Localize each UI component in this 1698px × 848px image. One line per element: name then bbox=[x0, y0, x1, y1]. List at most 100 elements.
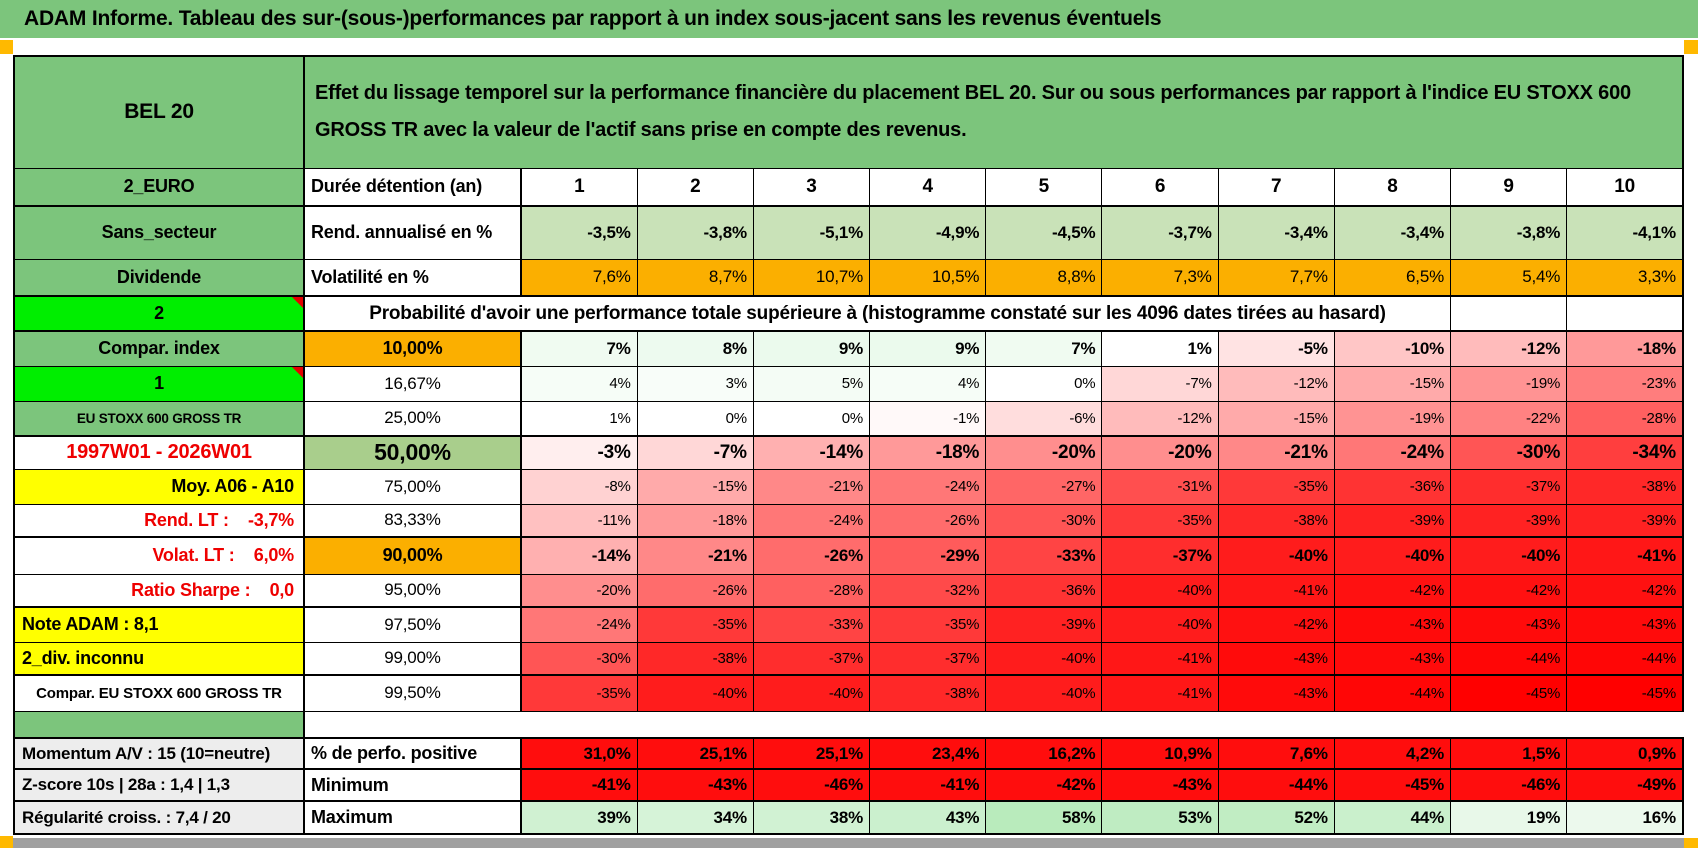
data-cell[interactable]: -7% bbox=[1101, 365, 1219, 402]
data-cell[interactable]: 23,4% bbox=[869, 737, 987, 770]
data-cell[interactable]: -42% bbox=[1217, 606, 1335, 643]
data-cell[interactable]: 5,4% bbox=[1449, 258, 1568, 297]
data-cell[interactable]: 34% bbox=[636, 800, 754, 835]
data-cell[interactable]: 2 bbox=[636, 167, 754, 207]
row-header-cell[interactable]: 95,00% bbox=[303, 573, 522, 608]
data-cell[interactable]: 6,5% bbox=[1333, 258, 1452, 297]
data-cell[interactable]: -27% bbox=[985, 468, 1103, 505]
data-cell[interactable]: -12% bbox=[1101, 400, 1219, 437]
data-cell[interactable]: -18% bbox=[1566, 330, 1684, 367]
data-cell[interactable]: 0% bbox=[636, 400, 754, 437]
data-cell[interactable]: -37% bbox=[1449, 468, 1568, 505]
data-cell[interactable]: -30% bbox=[985, 503, 1103, 538]
data-cell[interactable]: -40% bbox=[1333, 536, 1452, 575]
data-cell[interactable]: -35% bbox=[520, 674, 638, 712]
data-cell[interactable]: -34% bbox=[1566, 435, 1684, 470]
data-cell[interactable]: -26% bbox=[752, 536, 871, 575]
data-cell[interactable]: -35% bbox=[1101, 503, 1219, 538]
data-cell[interactable]: -40% bbox=[985, 641, 1103, 676]
row-header-cell[interactable]: 10,00% bbox=[303, 330, 522, 367]
row-label-cell[interactable]: Z-score 10s | 28a : 1,4 | 1,3 bbox=[13, 768, 305, 802]
data-cell[interactable]: -5% bbox=[1217, 330, 1335, 367]
row-header-cell[interactable]: 90,00% bbox=[303, 536, 522, 575]
data-cell[interactable]: 0% bbox=[985, 365, 1103, 402]
data-cell[interactable]: -3% bbox=[520, 435, 638, 470]
data-cell[interactable]: -39% bbox=[1449, 503, 1568, 538]
data-cell[interactable]: 8,8% bbox=[985, 258, 1103, 297]
data-cell[interactable]: -18% bbox=[869, 435, 987, 470]
data-cell[interactable]: -24% bbox=[869, 468, 987, 505]
data-cell[interactable]: -38% bbox=[1566, 468, 1684, 505]
data-cell[interactable]: -1% bbox=[869, 400, 987, 437]
data-cell[interactable]: 4,2% bbox=[1333, 737, 1452, 770]
data-cell[interactable]: -21% bbox=[752, 468, 871, 505]
data-cell[interactable]: -49% bbox=[1566, 768, 1684, 802]
data-cell[interactable]: -41% bbox=[520, 768, 638, 802]
data-cell[interactable]: 8,7% bbox=[636, 258, 754, 297]
row-label-cell[interactable]: 2_div. inconnu bbox=[13, 641, 305, 676]
data-cell[interactable]: -43% bbox=[1333, 606, 1452, 643]
data-cell[interactable]: -3,5% bbox=[520, 205, 638, 260]
row-label-cell[interactable]: Régularité croiss. : 7,4 / 20 bbox=[13, 800, 305, 835]
row-label-cell[interactable]: Volat. LT : 6,0% bbox=[13, 536, 305, 575]
data-cell[interactable]: -40% bbox=[1101, 573, 1219, 608]
data-cell[interactable]: 5% bbox=[752, 365, 871, 402]
data-cell[interactable]: -3,8% bbox=[636, 205, 754, 260]
data-cell[interactable]: -40% bbox=[636, 674, 754, 712]
data-cell[interactable]: 7,6% bbox=[520, 258, 638, 297]
spacer-cell[interactable] bbox=[304, 711, 1683, 738]
data-cell[interactable]: -45% bbox=[1333, 768, 1452, 802]
row-label-cell[interactable]: 2_EURO bbox=[13, 167, 305, 207]
data-cell[interactable]: -38% bbox=[869, 674, 987, 712]
row-header-cell[interactable]: Minimum bbox=[303, 768, 522, 802]
data-cell[interactable]: -41% bbox=[1217, 573, 1335, 608]
data-cell[interactable]: -45% bbox=[1566, 674, 1684, 712]
data-cell[interactable]: -21% bbox=[636, 536, 754, 575]
data-cell[interactable]: -29% bbox=[869, 536, 987, 575]
data-cell[interactable]: -42% bbox=[1449, 573, 1568, 608]
data-cell[interactable]: 10,5% bbox=[869, 258, 987, 297]
data-cell[interactable]: -39% bbox=[1333, 503, 1452, 538]
row-header-cell[interactable]: 99,00% bbox=[303, 641, 522, 676]
data-cell[interactable]: -30% bbox=[1449, 435, 1568, 470]
data-cell[interactable]: 25,1% bbox=[636, 737, 754, 770]
row-label-cell[interactable]: Rend. LT : -3,7% bbox=[13, 503, 305, 538]
data-cell[interactable]: -18% bbox=[636, 503, 754, 538]
data-cell[interactable]: -15% bbox=[1217, 400, 1335, 437]
data-cell[interactable]: -42% bbox=[985, 768, 1103, 802]
data-cell[interactable]: -7% bbox=[636, 435, 754, 470]
row-header-cell[interactable]: Durée détention (an) bbox=[303, 167, 522, 207]
row-label-cell[interactable]: EU STOXX 600 GROSS TR bbox=[13, 400, 305, 437]
row-label-cell[interactable]: Dividende bbox=[13, 258, 305, 297]
data-cell[interactable]: 1% bbox=[1101, 330, 1219, 367]
data-cell[interactable]: -41% bbox=[1101, 641, 1219, 676]
data-cell[interactable]: -12% bbox=[1217, 365, 1335, 402]
data-cell[interactable]: -32% bbox=[869, 573, 987, 608]
row-header-cell[interactable]: 97,50% bbox=[303, 606, 522, 643]
data-cell[interactable]: 1,5% bbox=[1449, 737, 1568, 770]
row-label-cell[interactable]: 1997W01 - 2026W01 bbox=[13, 435, 305, 470]
data-cell[interactable]: -31% bbox=[1101, 468, 1219, 505]
horizontal-scrollbar-track[interactable] bbox=[13, 838, 1684, 848]
data-cell[interactable]: -19% bbox=[1449, 365, 1568, 402]
data-cell[interactable]: -15% bbox=[636, 468, 754, 505]
data-cell[interactable]: 10 bbox=[1566, 167, 1684, 207]
data-cell[interactable]: -24% bbox=[752, 503, 871, 538]
data-cell[interactable]: 43% bbox=[869, 800, 987, 835]
data-cell[interactable]: -46% bbox=[1449, 768, 1568, 802]
row-label-cell[interactable]: Compar. index bbox=[13, 330, 305, 367]
data-cell[interactable]: -43% bbox=[1217, 674, 1335, 712]
row-header-cell[interactable]: 99,50% bbox=[303, 674, 522, 712]
data-cell[interactable]: 0% bbox=[752, 400, 871, 437]
data-cell[interactable]: -38% bbox=[636, 641, 754, 676]
data-cell[interactable]: -26% bbox=[869, 503, 987, 538]
data-cell[interactable]: -23% bbox=[1566, 365, 1684, 402]
data-cell[interactable]: -37% bbox=[869, 641, 987, 676]
data-cell[interactable]: 1% bbox=[520, 400, 638, 437]
probability-note-cell[interactable]: Probabilité d'avoir une performance tota… bbox=[303, 295, 1451, 332]
data-cell[interactable]: 38% bbox=[752, 800, 871, 835]
data-cell[interactable]: -44% bbox=[1449, 641, 1568, 676]
data-cell[interactable]: 25,1% bbox=[752, 737, 871, 770]
data-cell[interactable]: -43% bbox=[1217, 641, 1335, 676]
data-cell[interactable]: 58% bbox=[985, 800, 1103, 835]
